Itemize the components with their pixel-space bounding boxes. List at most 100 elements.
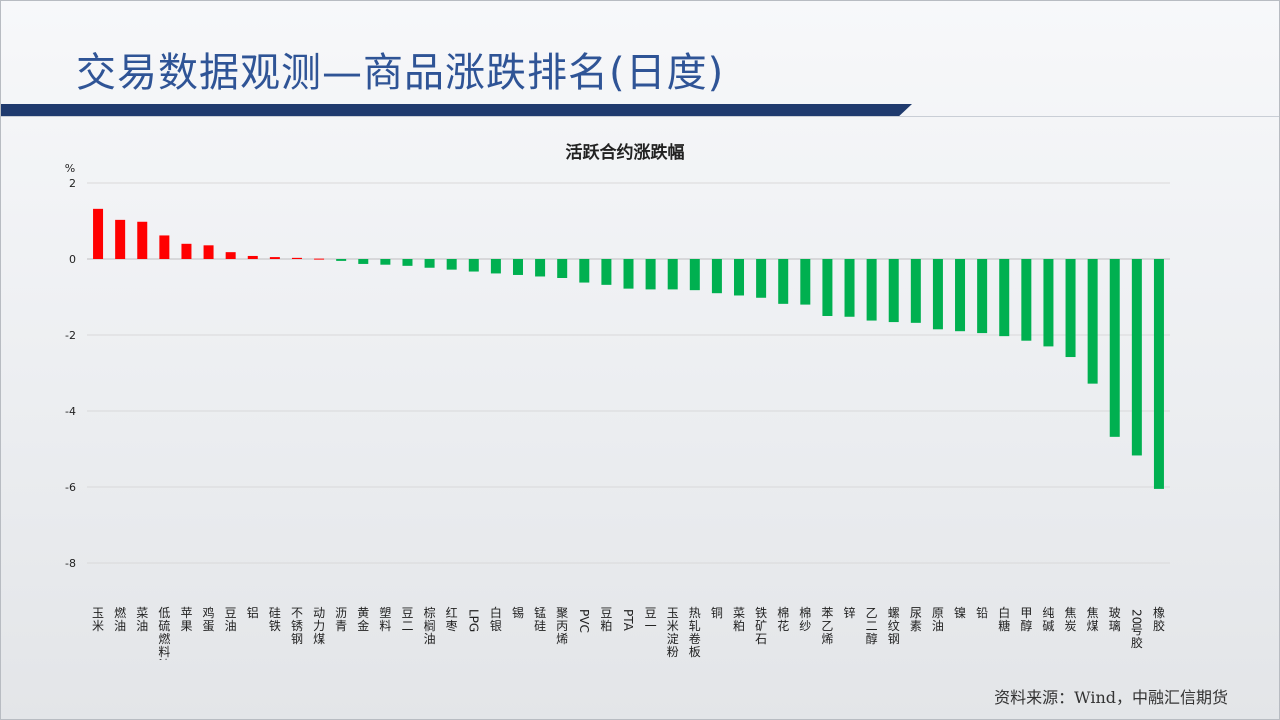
svg-text:金: 金: [357, 618, 369, 633]
svg-text:白: 白: [998, 605, 1010, 620]
svg-text:号: 号: [1131, 623, 1143, 637]
svg-text:米: 米: [667, 619, 679, 633]
svg-text:橡: 橡: [1153, 606, 1165, 620]
svg-text:料: 料: [379, 619, 391, 633]
svg-text:玻: 玻: [1109, 606, 1121, 620]
svg-text:烯: 烯: [556, 632, 568, 646]
svg-text:钢: 钢: [291, 632, 303, 646]
bar-22: [579, 259, 590, 283]
svg-text:粕: 粕: [733, 618, 745, 633]
svg-text:铜: 铜: [711, 605, 723, 620]
slide-title: 交易数据观测—商品涨跌排名(日度): [76, 50, 725, 96]
chart-title: 活跃合约涨跌幅: [566, 142, 685, 163]
svg-text:锰: 锰: [534, 605, 546, 620]
svg-text:铝: 铝: [247, 605, 259, 620]
bar-10: [314, 258, 325, 260]
x-tick-label-37: 尿素: [910, 606, 922, 633]
svg-text:一: 一: [645, 619, 657, 633]
svg-text:粉: 粉: [667, 645, 679, 659]
bar-14: [402, 259, 413, 266]
svg-text:棕: 棕: [424, 605, 436, 620]
svg-text:红: 红: [446, 605, 458, 620]
svg-text:胶: 胶: [1131, 635, 1143, 650]
svg-text:油: 油: [225, 619, 237, 633]
x-tick-label-3: 低硫燃料油: [158, 606, 170, 660]
svg-text:白: 白: [490, 605, 502, 620]
svg-text:焦: 焦: [1087, 606, 1099, 620]
svg-text:二: 二: [866, 619, 878, 633]
svg-text:铁: 铁: [755, 606, 767, 620]
x-tick-label-32: 棉纱: [799, 606, 811, 633]
x-tick-label-24: PTA: [621, 609, 635, 632]
bar-39: [955, 259, 966, 332]
svg-text:锡: 锡: [512, 605, 524, 620]
y-tick-label-5: -8: [65, 557, 76, 570]
bar-25: [645, 259, 656, 290]
y-tick-label-3: -4: [65, 405, 76, 418]
bar-3: [159, 235, 170, 259]
bar-12: [358, 259, 369, 264]
svg-text:醇: 醇: [1020, 618, 1032, 633]
bar-36: [888, 259, 899, 323]
svg-text:塑: 塑: [379, 605, 391, 620]
bar-4: [181, 243, 192, 259]
x-tick-label-38: 原油: [932, 606, 944, 633]
x-tick-label-36: 螺纹钢: [888, 606, 900, 646]
x-tick-label-6: 豆油: [225, 606, 237, 633]
svg-text:胶: 胶: [1153, 618, 1165, 633]
x-tick-label-45: 焦煤: [1087, 606, 1099, 633]
x-tick-label-5: 鸡蛋: [203, 605, 215, 633]
bars: [93, 208, 1164, 489]
x-tick-label-39: 镍: [954, 606, 966, 620]
y-axis-unit: %: [65, 162, 75, 175]
svg-text:硫: 硫: [158, 618, 170, 633]
bar-1: [115, 219, 126, 259]
bar-7: [247, 255, 258, 259]
x-tick-label-19: 锡: [512, 605, 524, 620]
svg-text:卷: 卷: [689, 631, 701, 646]
bar-30: [756, 259, 767, 298]
svg-text:锈: 锈: [291, 619, 303, 633]
x-tick-label-4: 苹果: [180, 606, 192, 633]
x-tick-label-33: 苯乙烯: [821, 606, 833, 646]
svg-text:热: 热: [689, 606, 701, 620]
x-tick-label-43: 纯碱: [1042, 606, 1054, 633]
svg-text:苹: 苹: [180, 606, 192, 620]
x-axis-labels: 玉米燃油菜油低硫燃料油苹果鸡蛋豆油铝硅铁不锈钢动力煤沥青黄金塑料豆二棕榈油红枣L…: [92, 605, 1165, 660]
x-tick-label-29: 菜粕: [733, 606, 745, 633]
svg-text:原: 原: [932, 606, 944, 620]
x-tick-label-1: 燃油: [114, 605, 126, 633]
svg-text:锌: 锌: [844, 606, 856, 620]
y-axis-ticks: 2 0 -2 -4 -6 -8: [65, 177, 76, 570]
x-tick-label-13: 塑料: [379, 605, 391, 633]
x-tick-label-22: PVC: [577, 609, 591, 633]
x-tick-label-44: 焦炭: [1065, 606, 1077, 633]
bar-21: [557, 259, 568, 278]
svg-text:苯: 苯: [821, 606, 833, 620]
bar-27: [689, 259, 700, 291]
bar-42: [1021, 259, 1032, 341]
bar-38: [932, 259, 943, 330]
x-tick-label-18: 白银: [490, 605, 502, 633]
svg-text:燃: 燃: [158, 631, 170, 646]
x-tick-label-41: 白糖: [998, 605, 1010, 633]
svg-text:榈: 榈: [424, 618, 436, 633]
svg-text:硅: 硅: [269, 606, 281, 620]
x-tick-label-14: 豆二: [401, 606, 413, 633]
bar-37: [910, 259, 921, 323]
bar-8: [269, 257, 280, 259]
bar-0: [93, 208, 104, 259]
svg-text:素: 素: [910, 619, 922, 633]
svg-text:果: 果: [180, 619, 192, 633]
bar-46: [1109, 259, 1120, 437]
svg-text:动: 动: [313, 606, 325, 620]
svg-text:轧: 轧: [689, 619, 701, 633]
bar-24: [623, 259, 634, 289]
svg-text:镍: 镍: [954, 606, 966, 620]
bar-18: [490, 259, 501, 274]
svg-text:油: 油: [114, 619, 126, 633]
svg-text:银: 银: [490, 619, 502, 633]
bar-17: [468, 259, 479, 272]
y-tick-label-1: 0: [69, 253, 76, 266]
